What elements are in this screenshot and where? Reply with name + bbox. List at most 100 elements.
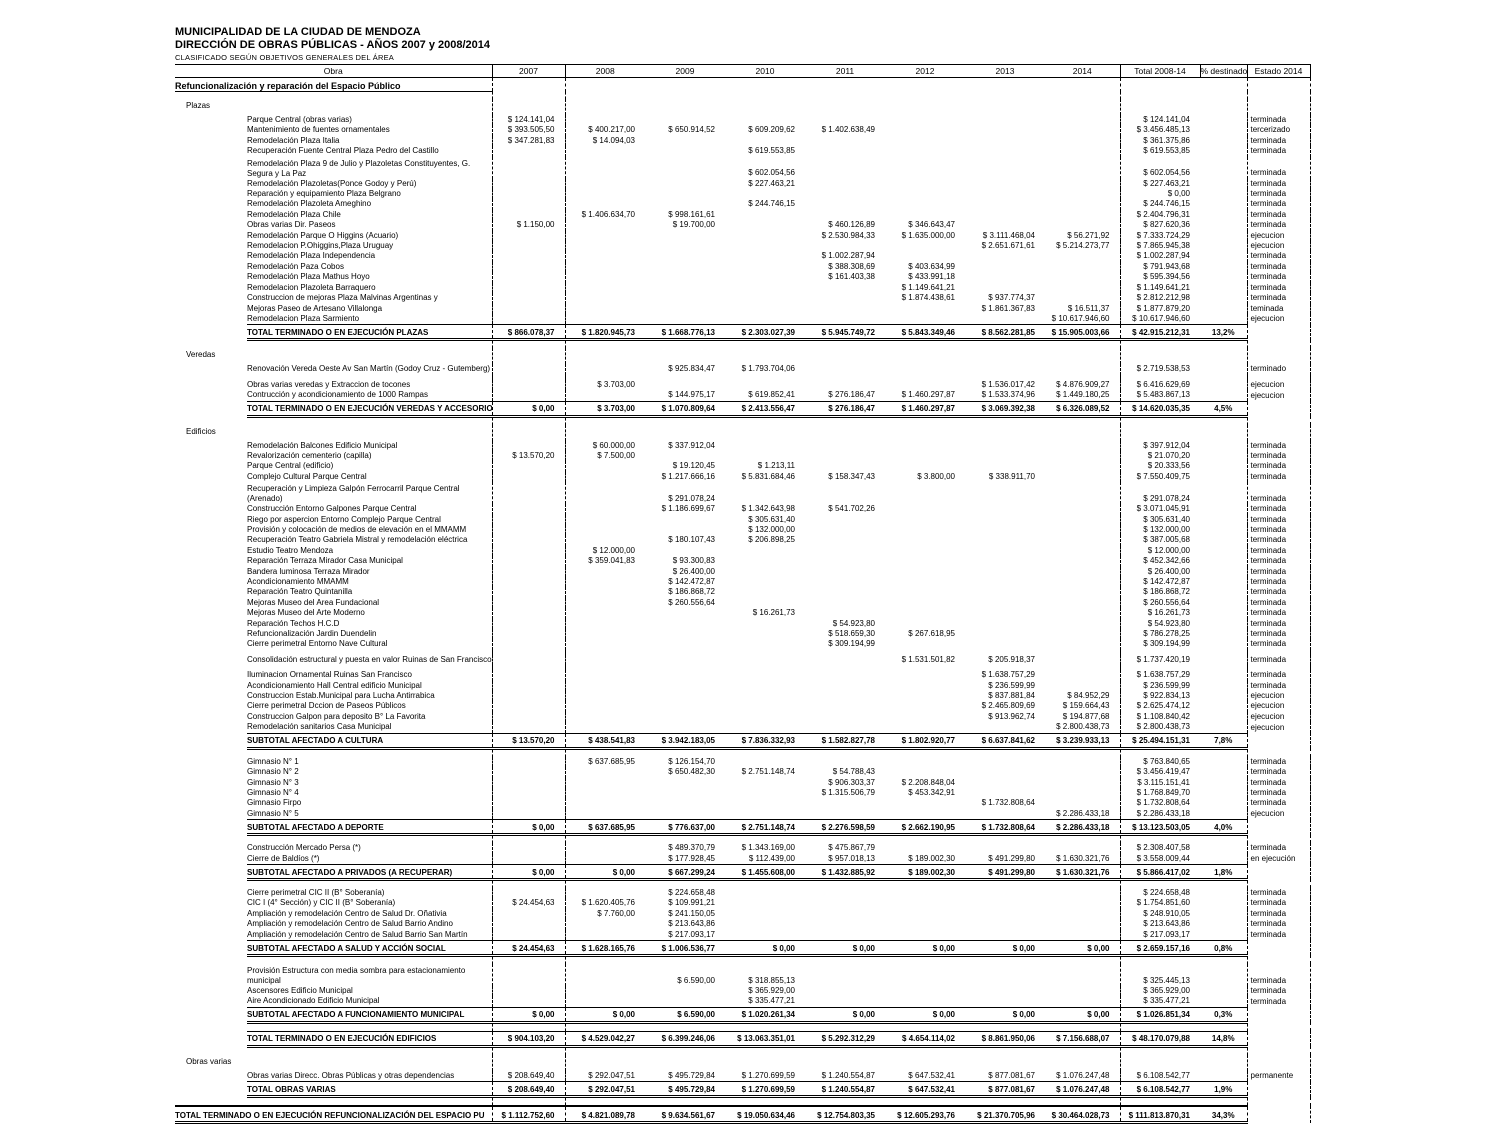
indent-cell [175, 262, 247, 272]
year-2008-cell [565, 272, 645, 282]
obra-label: Cierre perimetral CIC II (B° Soberanía) [247, 887, 493, 899]
year-2011-cell [805, 189, 885, 199]
obra-label: Mejoras Museo del Arte Moderno [247, 608, 493, 619]
year-2008-cell: $ 3.703,00 [597, 379, 635, 389]
spacer-row [175, 834, 1311, 844]
year-2007-cell [492, 251, 566, 262]
year-2010-cell: $ 112.439,00 [748, 853, 795, 863]
year-2008-cell [565, 879, 645, 888]
total-value-cell: $ 325.445,13 [1143, 975, 1190, 985]
year-2012-cell [885, 525, 965, 535]
year-2013-cell [965, 788, 1045, 798]
obra-label: Remodelación Plaza 9 de Julio y Plazolet… [247, 156, 493, 179]
year-2008-cell [565, 577, 645, 587]
year-2008-cell [565, 220, 645, 230]
year-2011-cell [805, 461, 885, 471]
indent-cell [175, 809, 247, 820]
year-2007-cell [492, 199, 566, 210]
year-2012-cell: $ 1.635.000,00 [901, 230, 955, 240]
year-2012-cell [885, 955, 965, 964]
estado-cell: ejecucion [1247, 701, 1311, 712]
year-2007-cell [492, 919, 566, 930]
obra-label: Remodelación Plazoleta Ameghino [247, 199, 493, 210]
year-2014-cell [1045, 77, 1121, 92]
total-value-cell [1120, 348, 1200, 364]
year-2007-cell [492, 722, 566, 734]
estado-cell [1247, 940, 1311, 956]
year-2008-cell: $ 359.041,83 [588, 556, 635, 566]
year-2010-cell [725, 482, 805, 504]
year-2007-cell [492, 608, 566, 619]
year-2009-cell [645, 199, 725, 209]
year-2011-cell [805, 115, 885, 125]
year-2011-cell [805, 681, 885, 691]
estado-cell: terminada [1247, 767, 1311, 778]
year-2009-cell: $ 489.370,79 [668, 843, 715, 853]
year-2009-cell [645, 655, 725, 665]
year-2007-cell [492, 535, 566, 546]
year-2010-cell: $ 318.855,13 [748, 975, 795, 985]
pct-cell: 4,5% [1200, 400, 1248, 418]
year-2012-cell: $ 2.208.848,04 [901, 777, 955, 787]
spacer-cell [175, 748, 493, 757]
table-row: Ampliación y remodelación Centro de Salu… [175, 929, 1311, 941]
table-row: Aire Acondicionado Edificio Municipal $ 3… [175, 996, 1311, 1008]
total-label: SUBTOTAL AFECTADO A SALUD Y ACCIÓN SOCIA… [247, 939, 493, 957]
year-2012-cell [885, 639, 965, 649]
year-2007-cell [492, 364, 566, 375]
year-2010-cell [725, 835, 805, 844]
table-row: Ampliación y remodelación Centro de Salu… [175, 919, 1311, 930]
year-2007-cell: $ 208.649,40 [492, 1081, 566, 1099]
pct-cell [1200, 251, 1248, 262]
indent-cell [175, 778, 247, 788]
year-2007-cell: $ 393.505,50 [492, 125, 566, 136]
year-2012-cell [885, 691, 965, 701]
year-2012-cell: $ 2.662.190,95 [885, 819, 965, 837]
year-2010-cell [725, 898, 805, 908]
col-header-2008: 2008 [565, 64, 645, 78]
total-value-cell: $ 236.599,99 [1143, 680, 1190, 690]
year-2008-cell [565, 930, 645, 941]
spacer-row [175, 649, 1311, 655]
estado-cell: terminada [1247, 618, 1311, 630]
year-2012-cell [885, 125, 965, 135]
obra-label: Remodelación sanitarios Casa Municipal [247, 722, 493, 734]
year-2009-cell [645, 722, 725, 733]
pct-cell [1200, 440, 1248, 451]
total-row: SUBTOTAL AFECTADO A DEPORTE $ 0,00 $ 637.6… [175, 819, 1311, 837]
estado-cell: terminada [1247, 608, 1311, 619]
year-2008-cell [565, 767, 645, 777]
year-2014-cell [1045, 272, 1121, 283]
year-2011-cell [805, 655, 885, 665]
estado-cell [1247, 339, 1311, 349]
year-2013-cell [965, 314, 1045, 325]
year-2007-cell [492, 440, 566, 451]
total-value-cell [1120, 99, 1200, 115]
year-2007-cell [492, 756, 566, 768]
year-2010-cell: $ 619.852,41 [748, 390, 795, 400]
indent-cell [175, 888, 247, 898]
pct-cell [1200, 665, 1248, 671]
year-2008-cell [565, 157, 645, 179]
total-value-cell: $ 786.278,25 [1143, 629, 1190, 639]
group-row: Plazas [175, 99, 1311, 115]
year-2009-cell: $ 19.120,45 [672, 461, 715, 471]
year-2011-cell [805, 78, 885, 92]
table-row: Cierre perimetral CIC II (B° Soberanía) $… [175, 887, 1311, 899]
year-2012-cell [885, 1046, 965, 1055]
year-2014-cell [1045, 135, 1121, 147]
year-2009-cell: $ 144.975,17 [668, 390, 715, 400]
obra-label: Remodelacion Plaza Sarmiento [247, 313, 493, 325]
obra-label: CIC I (4° Sección) y CIC II (B° Soberaní… [247, 898, 493, 909]
year-2010-cell [725, 115, 805, 125]
table-row: Reparación y equipamiento Plaza Belgrano… [175, 189, 1311, 200]
year-2008-cell [565, 964, 645, 986]
total-value-cell: $ 387.005,68 [1143, 535, 1190, 545]
table-row: Mejoras Paseo de Artesano Villalonga $ 1.… [175, 303, 1311, 314]
year-2009-cell: $ 224.658,48 [668, 887, 715, 897]
year-2009-cell: $ 180.107,43 [668, 535, 715, 545]
pct-cell [1200, 313, 1248, 325]
table-row: Obras varias Direcc. Obras Públicas y ot… [175, 1070, 1311, 1082]
year-2012-cell [885, 546, 965, 556]
year-2013-cell [965, 251, 1045, 261]
